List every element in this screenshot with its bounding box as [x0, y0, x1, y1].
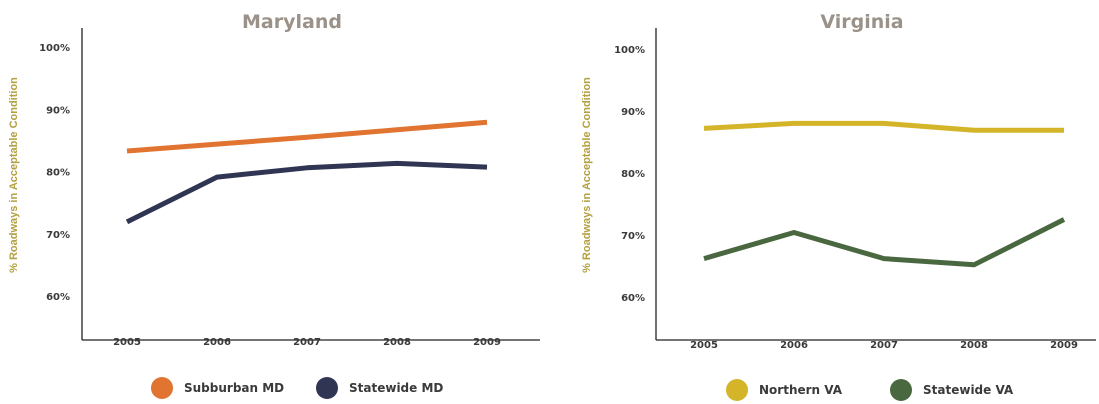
maryland-legend-swatch-subburban-md — [151, 377, 173, 399]
virginia-x-tick-label: 2005 — [690, 340, 718, 351]
virginia-x-tick-label: 2006 — [780, 340, 808, 351]
virginia-legend-label-northern-va: Northern VA — [759, 383, 843, 397]
maryland-y-tick-label: 70% — [46, 230, 70, 241]
virginia-legend-label-statewide-va: Statewide VA — [923, 383, 1014, 397]
maryland-x-tick-label: 2006 — [203, 337, 231, 348]
virginia-series-line-statewide-va — [703, 217, 1066, 268]
maryland-y-axis-label: % Roadways in Acceptable Condition — [8, 77, 20, 273]
maryland-chart-title: Maryland — [242, 11, 342, 33]
maryland-y-tick-label: 90% — [46, 105, 70, 116]
virginia-legend-swatch-statewide-va — [890, 379, 912, 401]
virginia-x-tick-label: 2007 — [870, 340, 898, 351]
virginia-legend-swatch-northern-va — [726, 379, 748, 401]
virginia-series-line-northern-va — [703, 120, 1064, 133]
maryland-x-tick-label: 2005 — [113, 337, 141, 348]
virginia-y-axis-label: % Roadways in Acceptable Condition — [581, 77, 593, 273]
virginia-x-tick-label: 2009 — [1050, 340, 1078, 351]
virginia-y-tick-label: 100% — [614, 45, 645, 56]
virginia-y-tick-label: 60% — [621, 293, 645, 304]
maryland-y-tick-label: 80% — [46, 168, 70, 179]
virginia-y-tick-label: 70% — [621, 231, 645, 242]
virginia-x-tick-label: 2008 — [960, 340, 988, 351]
maryland-legend-label-subburban-md: Subburban MD — [184, 381, 284, 395]
maryland-y-tick-label: 100% — [39, 43, 70, 54]
maryland-legend-label-statewide-md: Statewide MD — [349, 381, 443, 395]
virginia-y-tick-label: 80% — [621, 169, 645, 180]
maryland-x-tick-label: 2007 — [293, 337, 321, 348]
maryland-x-tick-label: 2009 — [473, 337, 501, 348]
maryland-x-tick-label: 2008 — [383, 337, 411, 348]
maryland-legend-swatch-statewide-md — [316, 377, 338, 399]
maryland-y-tick-label: 60% — [46, 292, 70, 303]
virginia-chart-title: Virginia — [820, 11, 903, 33]
maryland-series-line-statewide-md — [125, 160, 488, 225]
maryland-series-line-subburban-md — [126, 119, 488, 154]
virginia-y-tick-label: 90% — [621, 107, 645, 118]
